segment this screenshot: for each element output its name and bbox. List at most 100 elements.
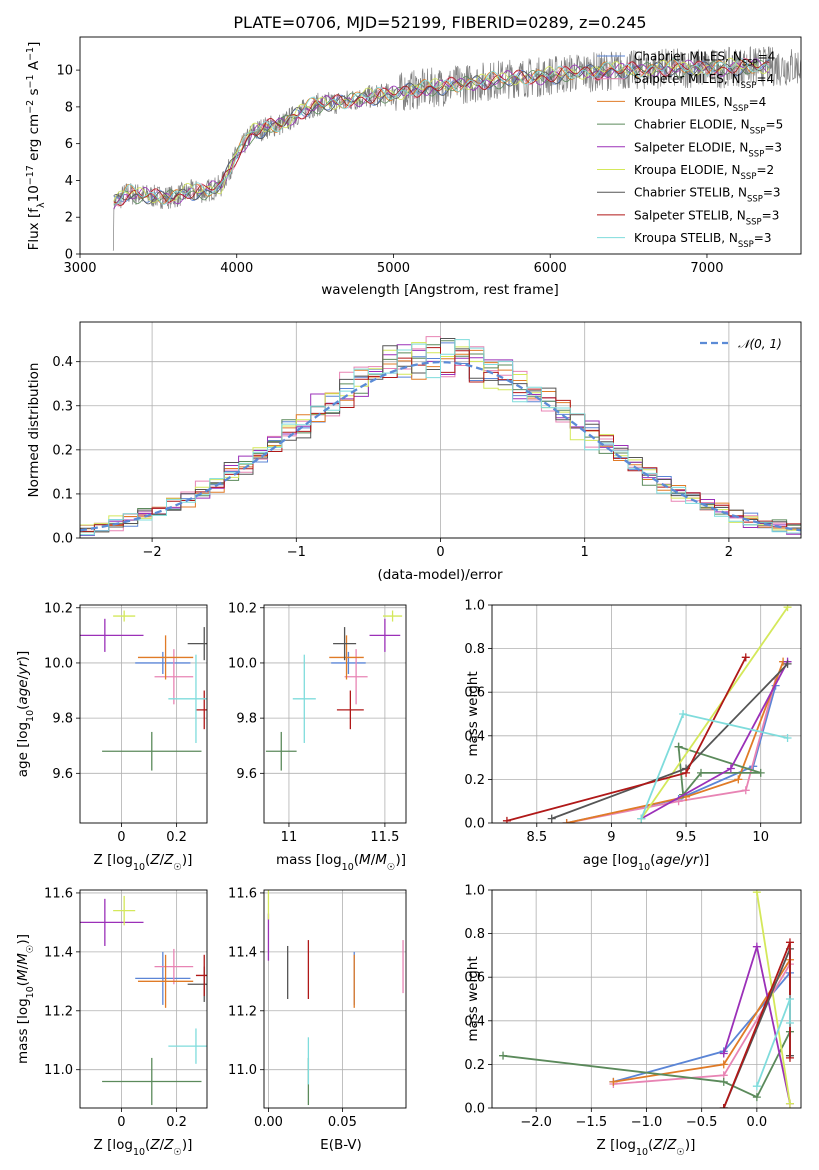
mass-weight-marker	[756, 768, 765, 777]
mass-weight-marker	[696, 768, 705, 777]
x-axis-label: Z [log10(Z/Z☉)]	[597, 1137, 696, 1158]
y-tick-label: 10.0	[228, 656, 257, 671]
mass-weight-marker	[502, 816, 511, 823]
mass-weight-marker	[752, 1082, 761, 1091]
mass-weight-marker	[741, 653, 750, 662]
y-tick-label: 2	[65, 211, 73, 226]
mass-weight-marker	[785, 1053, 794, 1062]
panel-mass_vs_ebv: 0.00 0.05 11.0 11.2 11.4 11.6	[228, 886, 407, 1130]
plot-area	[112, 46, 801, 251]
axes-frame	[491, 889, 802, 1109]
y-tick-label: 11.2	[228, 1004, 257, 1019]
plot-area	[267, 890, 404, 1106]
mass-weight-marker	[752, 942, 761, 951]
mass-weight-line	[756, 892, 791, 1104]
model-spectrum	[113, 58, 770, 206]
mass-weight-line	[640, 606, 789, 820]
y-tick-label: 0.1	[52, 487, 73, 502]
mass-weight-marker	[783, 605, 792, 612]
model-spectrum	[113, 59, 770, 205]
mass-weight-marker	[783, 659, 792, 668]
x-tick-label: 0	[436, 545, 444, 560]
y-tick-label: 1.0	[464, 599, 485, 614]
y-tick-label: 8	[65, 100, 73, 115]
axes-frame	[491, 604, 802, 824]
mass-weight-marker	[674, 742, 683, 751]
axes-frame	[263, 604, 407, 824]
axes-frame	[79, 889, 208, 1109]
mass-weight-marker	[679, 710, 688, 718]
model-spectrum	[113, 57, 770, 205]
x-tick-label: 2	[725, 545, 733, 560]
y-tick-label: 0.8	[464, 642, 485, 657]
x-tick-label: 0	[117, 830, 125, 845]
y-tick-label: 0.0	[464, 817, 485, 832]
y-tick-label: 10	[56, 64, 73, 79]
mass-weight-marker	[785, 938, 794, 947]
x-axis-label: age [log10(age/yr)]	[583, 852, 709, 873]
legend-label: Kroupa STELIB, NSSP=3	[634, 231, 772, 250]
normal-curve	[80, 360, 801, 532]
y-tick-label: 9.6	[236, 767, 257, 782]
axes-frame	[79, 321, 802, 539]
x-tick-label: 3000	[63, 261, 96, 276]
x-tick-label: 0	[117, 1115, 125, 1130]
y-tick-label: 11.4	[228, 945, 257, 960]
y-tick-label: 11.6	[44, 886, 73, 901]
y-axis-label: age [log10(age/yr)]	[15, 651, 36, 777]
plot-area	[80, 610, 207, 771]
mass-weight-marker	[741, 786, 750, 795]
x-tick-label: 0.2	[166, 1115, 187, 1130]
y-tick-label: 11.2	[44, 1004, 73, 1019]
mass-weight-marker	[734, 775, 743, 784]
legend-label: Chabrier MILES, NSSP=4	[634, 50, 775, 69]
mass-weight-marker	[562, 819, 571, 823]
x-axis-label: wavelength [Angstrom, rest frame]	[321, 282, 559, 298]
y-tick-label: 11.0	[44, 1063, 73, 1078]
y-tick-label: 0.2	[464, 1058, 485, 1073]
y-tick-label: 4	[65, 174, 73, 189]
mass-weight-line	[566, 661, 784, 823]
mass-weight-marker	[785, 1018, 794, 1027]
panel-age_vs_mass: 11 11.5 9.6 9.8 10.0 10.2	[228, 601, 407, 845]
x-axis-label: (data-model)/error	[377, 567, 503, 583]
x-tick-label: 5000	[377, 261, 410, 276]
x-tick-label: 1	[581, 545, 589, 560]
x-tick-label: 4000	[220, 261, 253, 276]
mass-weight-marker	[726, 764, 735, 773]
x-axis-label: E(B-V)	[320, 1137, 362, 1153]
model-spectrum	[113, 58, 770, 210]
mass-weight-marker	[785, 995, 794, 1003]
legend-label: Salpeter ELODIE, NSSP=3	[634, 140, 782, 159]
mass-weight-marker	[752, 1093, 761, 1102]
y-tick-label: 9.8	[236, 712, 257, 727]
y-axis-label: Normed distribution	[26, 363, 42, 498]
y-tick-label: 0	[65, 248, 73, 263]
panel-weight_vs_Z: −2.0 −1.5 −1.0 −0.5 0.0 0.0 0.2 0.4 0.6 0.8 1.0	[464, 884, 802, 1130]
y-tick-label: 9.8	[52, 712, 73, 727]
mass-weight-line	[566, 678, 777, 823]
x-axis-label: mass [log10(M/M☉)]	[276, 852, 406, 873]
x-tick-label: 0.05	[328, 1115, 357, 1130]
x-tick-label: 9.5	[676, 830, 697, 845]
figure-title: PLATE=0706, MJD=52199, FIBERID=0289, z=0…	[233, 13, 646, 32]
x-tick-label: −1.0	[631, 1115, 663, 1130]
y-tick-label: 10.2	[44, 601, 73, 616]
x-tick-label: −0.5	[686, 1115, 718, 1130]
y-tick-label: 10.2	[228, 601, 257, 616]
mass-weight-marker	[785, 1099, 794, 1108]
mass-weight-line	[502, 1031, 791, 1099]
mass-weight-marker	[719, 1049, 728, 1058]
plot-area	[499, 890, 794, 1108]
plot-area	[502, 605, 792, 823]
legend-label: Chabrier ELODIE, NSSP=5	[634, 118, 783, 137]
y-tick-label: 11.4	[44, 945, 73, 960]
mass-weight-marker	[637, 814, 646, 823]
x-tick-label: 0.00	[254, 1115, 283, 1130]
y-tick-label: 10.0	[44, 656, 73, 671]
x-tick-label: 9	[607, 830, 615, 845]
mass-weight-marker	[682, 768, 691, 777]
mass-weight-marker	[719, 1104, 728, 1108]
model-spectrum	[113, 57, 770, 204]
